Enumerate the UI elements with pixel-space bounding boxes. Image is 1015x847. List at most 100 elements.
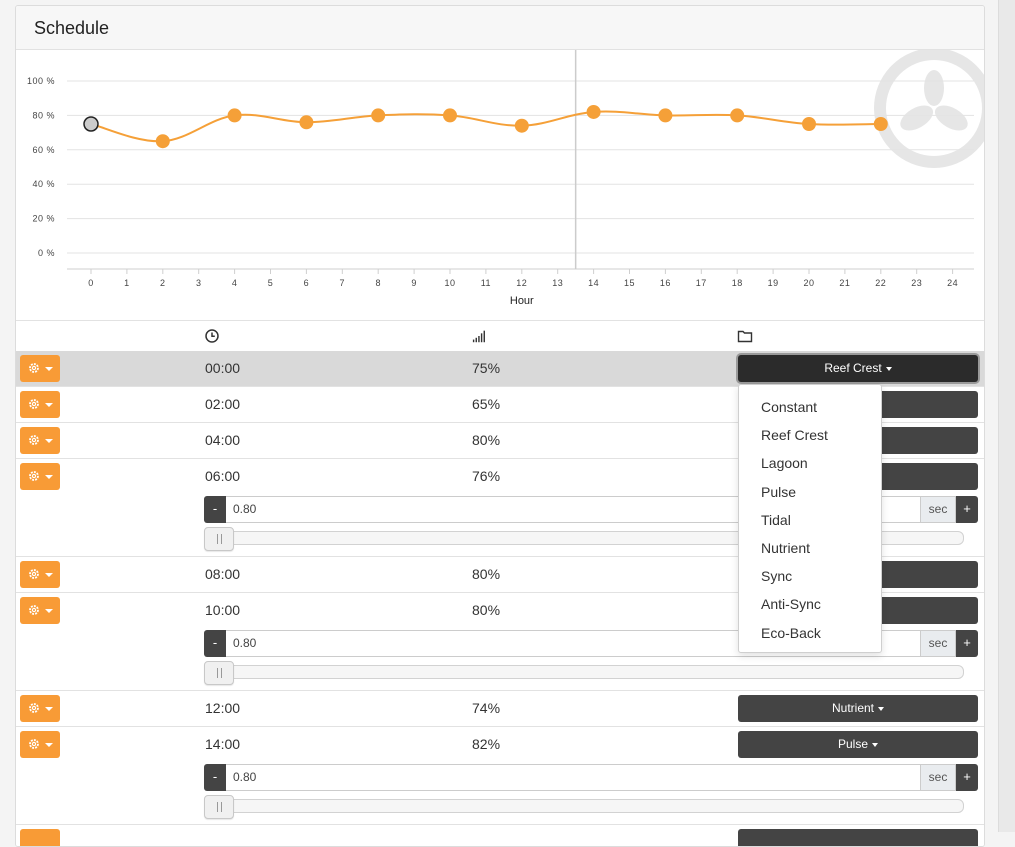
gear-icon — [29, 739, 39, 749]
row-time: 10:00 — [205, 602, 241, 618]
row-level: 80% — [472, 566, 501, 582]
dropdown-item-anti-sync[interactable]: Anti-Sync — [739, 590, 881, 618]
data-point[interactable] — [227, 108, 242, 123]
x-tick-label: 22 — [875, 278, 886, 288]
row-settings-button[interactable] — [20, 427, 60, 454]
data-point[interactable] — [658, 108, 673, 123]
data-point[interactable] — [730, 108, 745, 123]
mode-label: Nutrient — [831, 701, 875, 715]
dropdown-item-constant[interactable]: Constant — [739, 393, 881, 421]
dropdown-item-reef-crest[interactable]: Reef Crest — [739, 421, 881, 449]
data-point[interactable] — [155, 134, 170, 149]
card-header: Schedule — [16, 6, 984, 50]
y-tick-label: 80 % — [32, 110, 55, 120]
decrement-button[interactable]: - — [204, 496, 226, 523]
row-level: 65% — [472, 396, 501, 412]
dropdown-item-lagoon[interactable]: Lagoon — [739, 449, 881, 477]
row-time: 08:00 — [205, 566, 241, 582]
increment-button[interactable]: + — [956, 630, 978, 657]
row-settings-button[interactable] — [20, 695, 60, 722]
table-row: 12:00 74% Nutrient — [16, 691, 984, 727]
mode-select-button[interactable]: Reef Crest — [738, 355, 978, 382]
data-point[interactable] — [802, 117, 816, 131]
x-tick-label: 19 — [768, 278, 779, 288]
dropdown-item-pulse[interactable]: Pulse — [739, 478, 881, 506]
row-level: 76% — [472, 468, 501, 484]
decrement-button[interactable]: - — [204, 764, 226, 791]
x-axis-title: Hour — [510, 295, 534, 307]
data-point[interactable] — [586, 104, 601, 119]
grip-icon — [217, 802, 222, 812]
dropdown-item-label: Lagoon — [761, 455, 808, 472]
page-scrollbar[interactable] — [998, 0, 1015, 832]
row-level: 74% — [472, 700, 501, 716]
row-settings-button[interactable] — [20, 391, 60, 418]
x-tick-label: 6 — [304, 278, 310, 288]
duration-slider[interactable] — [204, 661, 964, 685]
caret-down-icon — [45, 475, 53, 479]
row-settings-button[interactable] — [20, 463, 60, 490]
dropdown-item-eco-back[interactable]: Eco-Back — [739, 619, 881, 647]
duration-stepper: -0.80 sec + — [204, 764, 978, 791]
data-point[interactable] — [514, 118, 529, 133]
x-tick-label: 20 — [803, 278, 814, 288]
table-row — [16, 825, 984, 846]
row-settings-button[interactable] — [20, 731, 60, 758]
row-settings-button[interactable] — [20, 597, 60, 624]
data-point[interactable] — [443, 108, 457, 123]
caret-down-icon — [45, 609, 53, 613]
gear-icon — [29, 399, 39, 409]
dropdown-item-label: Constant — [761, 399, 818, 415]
row-time: 14:00 — [205, 736, 241, 752]
dropdown-item-tidal[interactable]: Tidal — [739, 506, 881, 534]
table-row: 00:00 75% Reef Crest — [16, 351, 984, 387]
row-time: 12:00 — [205, 700, 241, 716]
caret-down-icon — [45, 707, 53, 711]
slider-handle[interactable] — [204, 795, 234, 819]
decrement-button[interactable]: - — [204, 630, 226, 657]
mode-select-button[interactable]: Pulse — [738, 731, 978, 758]
x-tick-label: 1 — [124, 278, 130, 288]
gear-icon — [29, 363, 39, 373]
row-settings-button[interactable] — [20, 561, 60, 588]
caret-down-icon — [878, 706, 885, 711]
dropdown-item-label: Anti-Sync — [761, 596, 821, 613]
row-settings-button[interactable] — [20, 355, 60, 382]
series-line — [90, 110, 881, 143]
slider-handle[interactable] — [204, 527, 234, 551]
x-tick-label: 13 — [552, 278, 563, 288]
x-tick-label: 23 — [911, 278, 922, 288]
data-point[interactable] — [873, 117, 888, 131]
mode-label: Reef Crest — [824, 361, 882, 375]
unit-label: sec — [920, 496, 956, 523]
table-header — [16, 320, 984, 352]
x-tick-label: 2 — [160, 278, 166, 288]
row-time: 06:00 — [205, 468, 241, 484]
data-point[interactable] — [371, 108, 386, 123]
data-point[interactable] — [83, 116, 99, 132]
folder-icon — [737, 330, 753, 343]
increment-button[interactable]: + — [956, 496, 978, 523]
caret-down-icon — [45, 367, 53, 371]
dropdown-item-sync[interactable]: Sync — [739, 562, 881, 590]
increment-button[interactable]: + — [956, 764, 978, 791]
gear-icon — [29, 703, 39, 713]
x-tick-label: 21 — [839, 278, 850, 288]
gear-icon — [29, 435, 39, 445]
x-tick-label: 10 — [444, 278, 455, 288]
schedule-chart[interactable]: 0 % 20 % 40 % 60 % 80 % 100 % 0 1 2 3 4 5 6 7 8 9 10 11 12… — [16, 50, 984, 320]
slider-handle[interactable] — [204, 661, 234, 685]
row-level: 80% — [472, 602, 501, 618]
x-tick-label: 8 — [375, 278, 381, 288]
mode-select-button[interactable]: Nutrient — [738, 695, 978, 722]
dropdown-item-label: Nutrient — [761, 540, 811, 556]
duration-input[interactable]: 0.80 — [226, 764, 928, 791]
watermark-blade — [934, 105, 968, 131]
chart-svg[interactable]: 0 %20 %40 %60 %80 %100 %0 1 2 3 4 5 6 7 8 9 10 11 12… — [16, 50, 984, 320]
caret-down-icon — [45, 573, 53, 577]
duration-slider[interactable] — [204, 795, 964, 819]
caret-down-icon — [45, 439, 53, 443]
data-point[interactable] — [299, 115, 314, 130]
dropdown-item-nutrient[interactable]: Nutrient — [739, 534, 881, 562]
y-tick-label: 100 % — [27, 76, 55, 86]
